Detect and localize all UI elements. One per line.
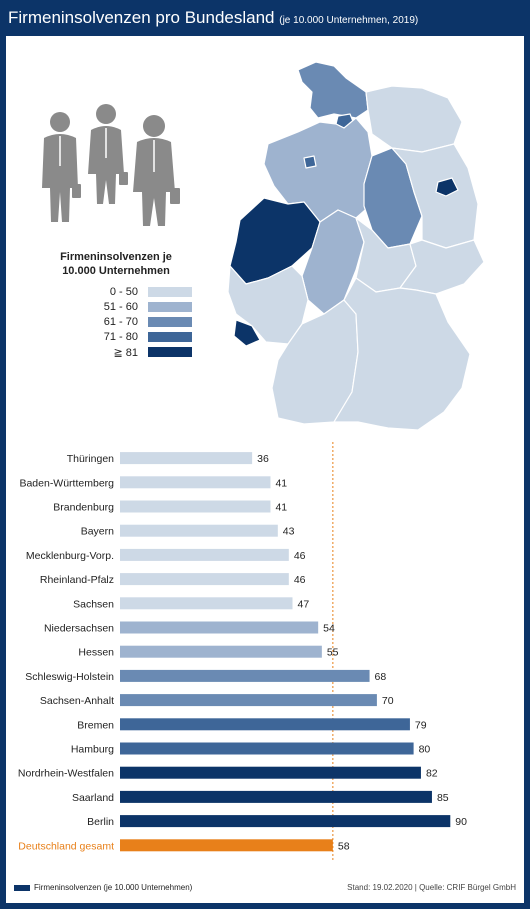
bar [120,815,451,828]
bar [120,742,414,755]
category-label: Hamburg [71,744,114,756]
legend-swatch [148,332,192,342]
legend-item-81-plus: ≧ 81 [36,346,196,360]
bar-value-label: 46 [294,550,306,562]
category-label: Thüringen [67,453,114,465]
bar-value-label: 46 [294,574,306,586]
legend-swatch [148,317,192,327]
category-label: Baden-Württemberg [19,477,114,489]
map-bayern [333,277,471,431]
legend-item-51-60: 51 - 60 [36,301,196,315]
businesswoman-icon-1 [88,104,128,204]
map-bremen [303,155,317,169]
bar [120,669,370,682]
bar [120,790,432,803]
bar-value-label: 82 [426,768,438,780]
businesswoman-icon-2 [133,115,180,226]
legend-label: 71 - 80 [103,331,138,343]
bar-value-label: 55 [327,647,339,659]
legend-label: 0 - 50 [109,286,138,298]
chart-subtitle: (je 10.000 Unternehmen, 2019) [279,15,419,26]
legend-item-61-70: 61 - 70 [36,316,196,330]
category-label: Berlin [87,816,114,828]
category-label: Mecklenburg-Vorp. [26,550,114,562]
bar [120,839,333,852]
bar-chart: Thüringen 36 Baden-Württemberg 41 Brandenbur… [18,442,467,860]
bar-value-label: 79 [415,719,427,731]
bar-value-label: 85 [437,792,449,804]
chart-title: Firmeninsolvenzen pro Bundesland (je 10.… [8,8,418,28]
category-label: Brandenburg [53,502,114,514]
legend-label: ≧ 81 [113,347,138,359]
legend-label: 61 - 70 [103,316,138,328]
people-illustration [42,104,180,226]
bar [120,476,271,489]
category-label: Sachsen-Anhalt [40,695,114,707]
bar-value-label: 43 [283,526,295,538]
series-legend-label: Firmeninsolvenzen (je 10.000 Unternehmen… [34,883,193,892]
source-note: Stand: 19.02.2020 | Quelle: CRIF Bürgel … [347,883,516,892]
series-legend-swatch [14,884,30,891]
bar-value-label: 36 [257,453,269,465]
bar [120,548,289,561]
bar [120,524,278,537]
category-label: Nordrhein-Westfalen [18,768,114,780]
bar [120,621,319,634]
germany-map [227,61,485,431]
legend-swatch [148,347,192,357]
category-label: Bremen [77,719,114,731]
category-label: Bayern [81,526,114,538]
category-label: Niedersachsen [44,623,114,635]
bar-value-label: 54 [323,623,335,635]
bar [120,573,289,586]
bar [120,500,271,513]
map-sachsen [399,239,485,295]
map-nrw [229,197,321,285]
legend-item-71-80: 71 - 80 [36,331,196,345]
header: Firmeninsolvenzen pro Bundesland (je 10.… [0,0,530,36]
content-panel: Firmeninsolvenzen je 10.000 Unternehmen … [6,36,524,903]
category-label: Saarland [72,792,114,804]
bar-value-label: 90 [455,816,467,828]
series-legend: Firmeninsolvenzen (je 10.000 Unternehmen… [14,883,192,892]
bar [120,597,293,610]
chart-title-text: Firmeninsolvenzen pro Bundesland [8,8,275,27]
businessman-icon [42,112,81,222]
legend-swatch [148,287,192,297]
map-schleswig-holstein [297,61,369,119]
category-label: Rheinland-Pfalz [40,574,114,586]
legend-swatch [148,302,192,312]
bar [120,645,322,658]
bar [120,452,253,465]
bar-value-label: 70 [382,695,394,707]
bar [120,766,421,779]
map-mecklenburg [365,85,463,153]
legend-title-line2: 10.000 Unternehmen [62,265,170,277]
category-label: Sachsen [73,598,114,610]
map-berlin [435,177,459,197]
bar-value-label: 41 [275,477,287,489]
category-label: Deutschland gesamt [18,840,114,852]
bar-value-label: 47 [297,598,309,610]
bar [120,718,410,731]
category-label: Schleswig-Holstein [25,671,114,683]
bar-value-label: 41 [275,502,287,514]
map-saarland [233,319,261,347]
bar-value-label: 80 [419,744,431,756]
legend-label: 51 - 60 [103,301,138,313]
legend-title-line1: Firmeninsolvenzen je [60,251,172,263]
bar-value-label: 68 [375,671,387,683]
legend-title: Firmeninsolvenzen je 10.000 Unternehmen [36,250,196,278]
bar-value-label: 58 [338,840,350,852]
bar [120,694,377,707]
category-label: Hessen [78,647,114,659]
legend-item-0-50: 0 - 50 [36,286,196,300]
